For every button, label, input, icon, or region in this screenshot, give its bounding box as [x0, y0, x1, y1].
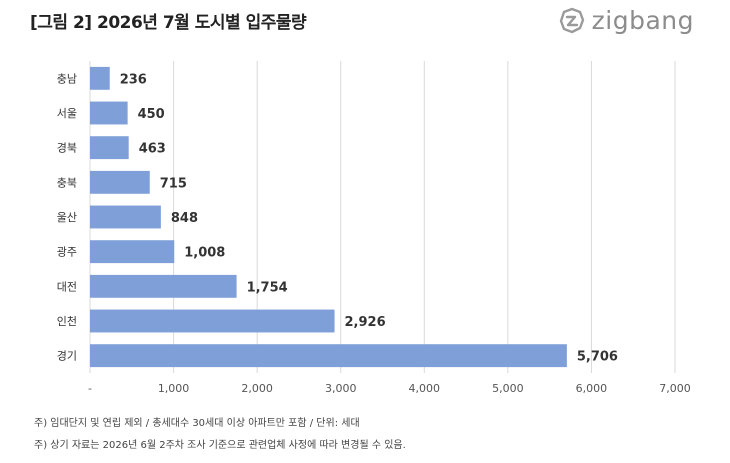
value-label: 5,706 — [577, 350, 618, 365]
category-label: 울산 — [57, 211, 77, 224]
bar-6 — [90, 274, 237, 298]
bar-5 — [90, 240, 175, 264]
value-label: 848 — [171, 211, 198, 226]
x-tick-label: 7,000 — [659, 382, 691, 395]
bar-4 — [90, 205, 161, 229]
x-tick-label: 3,000 — [325, 382, 357, 395]
x-tick-label: 5,000 — [492, 382, 524, 395]
bar-8 — [90, 344, 567, 368]
zigbang-logo-icon — [559, 7, 584, 33]
value-label: 1,754 — [247, 280, 288, 295]
zigbang-logo: zigbang — [558, 6, 694, 35]
x-tick-label: 6,000 — [576, 382, 608, 395]
value-label: 450 — [138, 107, 165, 122]
footnote-2: 주) 상기 자료는 2026년 6월 2주차 조사 기준으로 관련업체 사정에 … — [34, 440, 406, 451]
bar-3 — [90, 170, 150, 194]
footnote-1: 주) 임대단지 및 연립 제외 / 총세대수 30세대 이상 아파트만 포함 /… — [34, 418, 360, 429]
category-label: 경북 — [57, 142, 77, 155]
bar-0 — [90, 66, 110, 90]
bar-2 — [90, 136, 129, 160]
value-label: 2,926 — [345, 315, 386, 330]
category-label: 충북 — [57, 176, 77, 189]
x-tick-label: - — [88, 382, 92, 395]
category-label: 경기 — [57, 350, 77, 363]
value-label: 236 — [120, 72, 147, 87]
zigbang-logo-text: zigbang — [591, 6, 694, 35]
category-label: 대전 — [57, 280, 77, 293]
value-label: 1,008 — [184, 246, 225, 261]
footnotes: 주) 임대단지 및 연립 제외 / 총세대수 30세대 이상 아파트만 포함 /… — [34, 413, 406, 457]
category-label: 광주 — [57, 246, 77, 259]
x-tick-label: 2,000 — [241, 382, 273, 395]
value-label: 715 — [160, 176, 187, 191]
chart-title: [그림 2] 2026년 7월 도시별 입주물량 — [30, 13, 307, 33]
category-label: 서울 — [57, 107, 77, 120]
category-label: 인천 — [57, 314, 77, 328]
category-label: 충남 — [57, 72, 77, 85]
bar-7 — [90, 309, 335, 333]
x-tick-label: 4,000 — [409, 382, 441, 395]
x-tick-label: 1,000 — [158, 382, 190, 395]
value-label: 463 — [139, 142, 166, 157]
bar-1 — [90, 101, 128, 125]
